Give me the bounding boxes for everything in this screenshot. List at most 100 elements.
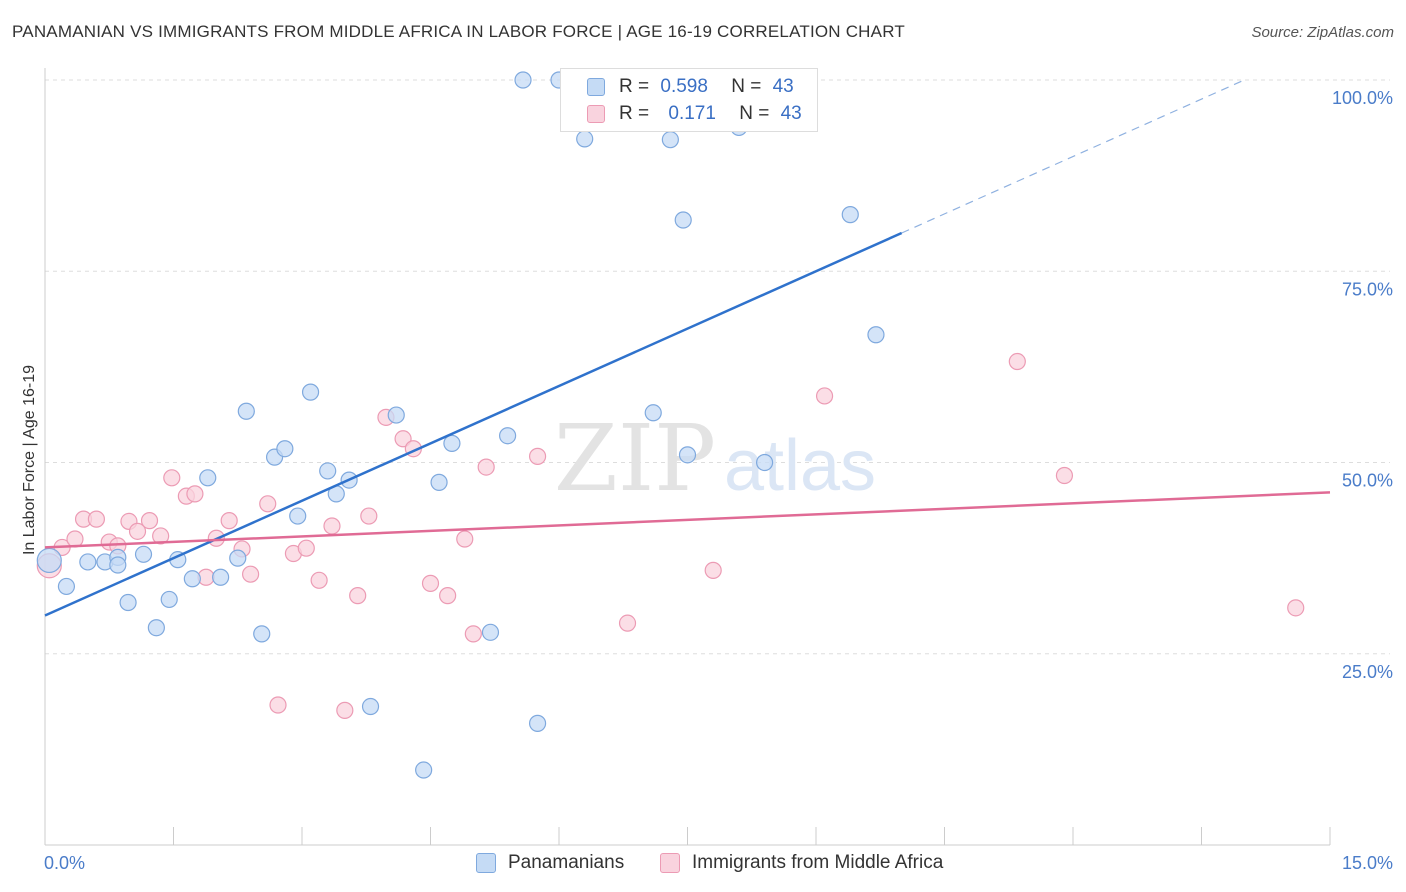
data-point — [661, 131, 679, 149]
data-point — [186, 485, 204, 503]
data-point — [528, 714, 547, 732]
data-point — [66, 530, 84, 548]
data-point — [360, 507, 378, 525]
data-point — [297, 539, 315, 557]
data-point — [152, 527, 170, 545]
chart-title: PANAMANIAN VS IMMIGRANTS FROM MIDDLE AFR… — [12, 22, 905, 41]
data-point — [439, 587, 457, 605]
watermark: ZIP atlas — [554, 405, 876, 512]
trend-line-immigrants — [44, 491, 1331, 549]
data-point — [704, 561, 722, 579]
data-point — [128, 522, 147, 540]
data-point — [36, 547, 62, 574]
data-point — [276, 440, 294, 458]
data-point — [867, 326, 885, 344]
data-point — [481, 623, 500, 641]
legend-label: Immigrants from Middle Africa — [692, 852, 944, 873]
data-point — [119, 593, 137, 612]
n-value: 43 — [772, 76, 794, 97]
data-point — [349, 587, 367, 605]
data-point — [229, 549, 247, 567]
data-point — [674, 211, 692, 229]
data-point — [576, 130, 594, 148]
data-point — [57, 577, 76, 596]
data-point — [815, 387, 834, 405]
data-point — [477, 458, 495, 476]
data-point — [528, 447, 547, 465]
data-point — [394, 430, 412, 448]
legend-swatch-pink — [587, 105, 605, 123]
data-point — [87, 510, 106, 528]
legend-text: R = 0.171 N = 43 — [619, 103, 802, 125]
data-point — [1008, 352, 1026, 371]
data-point — [415, 761, 433, 779]
data-point — [134, 545, 153, 563]
y-tick-label: 100.0% — [1332, 88, 1393, 108]
data-point — [160, 590, 178, 609]
legend-swatch-blue — [587, 78, 605, 96]
data-point — [253, 625, 271, 643]
series-legend: Panamanians Immigrants from Middle Afric… — [0, 852, 1406, 876]
legend-text: R = 0.598 N = 43 — [619, 76, 794, 98]
r-label: R = — [619, 76, 650, 97]
data-point — [1055, 466, 1074, 485]
data-point — [319, 462, 337, 480]
y-tick-label: 25.0% — [1342, 662, 1393, 682]
data-point — [269, 696, 287, 714]
data-point — [109, 556, 127, 574]
x-tick-label-min: 0.0% — [44, 853, 85, 873]
data-point — [183, 570, 201, 588]
data-point — [387, 406, 405, 424]
data-point — [1287, 599, 1305, 617]
data-point — [678, 446, 697, 464]
data-point — [163, 469, 181, 487]
data-point — [336, 701, 354, 719]
source-credit: Source: ZipAtlas.com — [1251, 24, 1394, 41]
data-point — [79, 553, 97, 571]
data-point — [443, 434, 461, 452]
data-point — [220, 512, 238, 530]
trend-line-panamanians-extension — [901, 79, 1245, 234]
r-label: R = — [619, 103, 650, 124]
data-point — [323, 517, 341, 535]
data-point — [421, 574, 440, 592]
data-point — [212, 568, 230, 586]
series-panamanians — [36, 71, 885, 779]
n-label: N = — [739, 103, 770, 124]
axes — [44, 68, 1331, 846]
data-point — [456, 530, 474, 548]
data-point — [242, 565, 260, 583]
data-point — [755, 453, 774, 472]
legend-swatch-blue — [476, 853, 496, 873]
stats-legend: R = 0.598 N = 43 R = 0.171 N = 43 — [560, 68, 818, 132]
data-point — [514, 71, 532, 89]
data-point — [499, 427, 517, 445]
y-tick-label: 50.0% — [1342, 471, 1393, 491]
trend-line-panamanians — [44, 231, 903, 617]
data-point — [140, 512, 159, 530]
series-immigrants-middle-africa — [36, 352, 1305, 719]
data-point — [237, 402, 255, 420]
data-point — [430, 473, 448, 491]
data-point — [310, 571, 328, 589]
watermark-atlas: atlas — [724, 426, 876, 506]
data-point — [199, 469, 217, 487]
data-point — [618, 614, 637, 632]
data-point — [361, 697, 380, 716]
legend-swatch-pink — [660, 853, 680, 873]
tick-labels: 25.0% 50.0% 75.0% 100.0% 0.0% 15.0% — [44, 88, 1393, 873]
data-point — [289, 507, 307, 525]
data-point — [841, 206, 859, 224]
trend-lines — [44, 79, 1331, 617]
legend-item-immigrants: Immigrants from Middle Africa — [660, 852, 943, 874]
x-tick-label-max: 15.0% — [1342, 853, 1393, 873]
data-point — [259, 495, 277, 513]
data-point — [464, 625, 482, 643]
r-value: 0.598 — [660, 76, 708, 97]
r-value: 0.171 — [668, 103, 716, 124]
y-tick-label: 75.0% — [1342, 279, 1393, 299]
data-point — [147, 619, 165, 637]
data-point — [644, 404, 662, 422]
legend-item-panamanians: Panamanians — [476, 852, 624, 874]
